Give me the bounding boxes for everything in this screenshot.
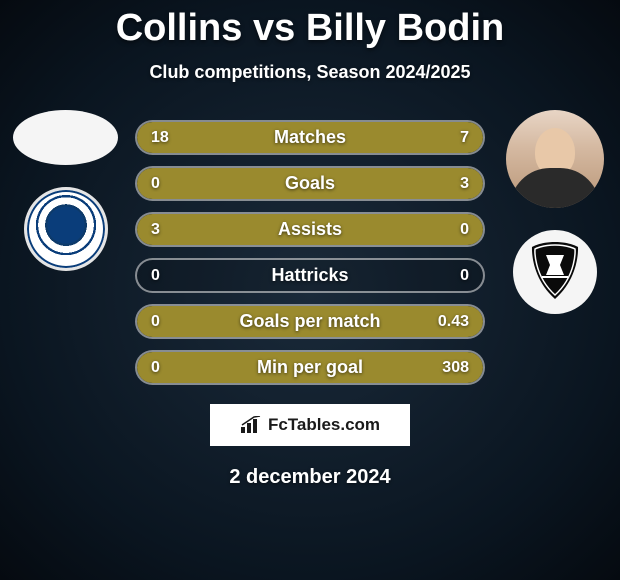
stat-value-right: 0: [460, 260, 469, 291]
brand-text: FcTables.com: [268, 415, 380, 435]
stat-label: Goals per match: [137, 306, 483, 337]
stat-bar: 0Min per goal308: [135, 350, 485, 385]
subtitle: Club competitions, Season 2024/2025: [0, 62, 620, 83]
brand-box: FcTables.com: [210, 404, 410, 446]
stat-value-right: 308: [442, 352, 469, 383]
stat-value-right: 0.43: [438, 306, 469, 337]
stat-bar: 3Assists0: [135, 212, 485, 247]
stat-label: Matches: [137, 122, 483, 153]
player1-name: Collins: [116, 7, 243, 49]
brand-prefix: Fc: [268, 415, 288, 434]
comparison-title: Collins vs Billy Bodin: [0, 7, 620, 50]
stat-bar: 0Goals per match0.43: [135, 304, 485, 339]
shield-icon: [520, 237, 590, 307]
stat-bars: 18Matches70Goals33Assists00Hattricks00Go…: [135, 120, 485, 385]
stat-bar: 0Goals3: [135, 166, 485, 201]
vs-word: vs: [253, 7, 295, 49]
stat-label: Goals: [137, 168, 483, 199]
stat-value-right: 3: [460, 168, 469, 199]
brand-suffix: Tables.com: [288, 415, 380, 434]
stat-bar: 0Hattricks0: [135, 258, 485, 293]
player1-avatar: [13, 110, 118, 165]
date-text: 2 december 2024: [0, 466, 620, 489]
stat-value-right: 0: [460, 214, 469, 245]
stat-value-right: 7: [460, 122, 469, 153]
stat-label: Min per goal: [137, 352, 483, 383]
left-column: [8, 110, 123, 271]
player1-club-badge: [24, 187, 108, 271]
player2-name: Billy Bodin: [306, 7, 504, 49]
player2-club-badge: [513, 230, 597, 314]
stat-bar: 18Matches7: [135, 120, 485, 155]
stat-label: Hattricks: [137, 260, 483, 291]
chart-icon: [240, 416, 262, 434]
stat-label: Assists: [137, 214, 483, 245]
player2-avatar: [506, 110, 604, 208]
right-column: [497, 110, 612, 314]
